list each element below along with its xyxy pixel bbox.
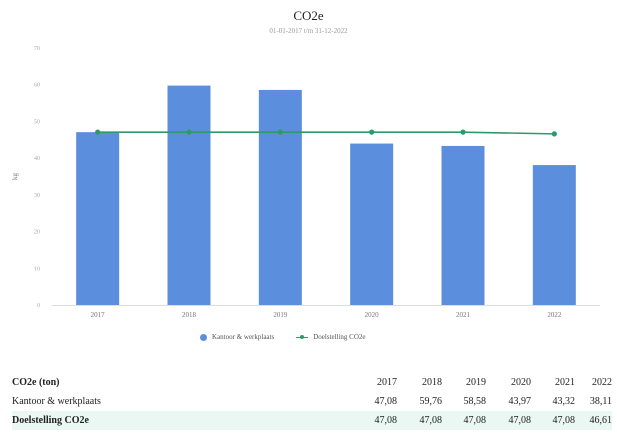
bar-2020[interactable] — [350, 143, 394, 305]
x-tick-label: 2018 — [182, 311, 197, 319]
table-cell: 47,08 — [374, 396, 398, 407]
table-cell: 38,11 — [589, 396, 612, 407]
bar-2018[interactable] — [167, 85, 211, 305]
data-table: CO2e (ton) 2017 2018 2019 2020 2021 2022… — [12, 373, 612, 430]
co2e-chart: 0 10 20 30 40 50 60 70 kg 2017 2018 2019 2020 2021 202… — [11, 46, 600, 319]
legend-label-kantoor: Kantoor & werkplaats — [212, 333, 275, 341]
table-header-year: 2022 — [592, 377, 612, 388]
x-tick-label: 2019 — [273, 311, 288, 319]
bar-2017[interactable] — [76, 132, 120, 305]
y-tick-label: 40 — [34, 156, 40, 162]
legend-label-doelstelling: Doelstelling CO2e — [313, 333, 366, 341]
table-header-year: 2018 — [422, 377, 442, 388]
table-cell: 59,76 — [419, 396, 443, 407]
table-row-label: Kantoor & werkplaats — [12, 396, 101, 407]
table-cell: 47,08 — [552, 415, 576, 426]
table-row: Doelstelling CO2e 47,08 47,08 47,08 47,0… — [12, 411, 612, 430]
y-tick-label: 30 — [34, 193, 40, 199]
x-tick-label: 2022 — [547, 311, 562, 319]
legend-line-swatch-icon — [296, 334, 309, 341]
y-tick-label: 0 — [37, 303, 40, 309]
table-header-year: 2017 — [377, 377, 397, 388]
doelstelling-point-2020[interactable] — [369, 129, 375, 135]
y-tick-label: 50 — [34, 119, 40, 125]
doelstelling-point-2019[interactable] — [277, 129, 283, 135]
table-header-year: 2021 — [555, 377, 575, 388]
doelstelling-line — [97, 131, 555, 135]
table-cell: 58,58 — [463, 396, 487, 407]
doelstelling-point-2017[interactable] — [95, 129, 101, 135]
chart-subtitle: 01-01-2017 t/m 31-12-2022 — [269, 27, 348, 35]
legend-bar-swatch-icon — [200, 333, 207, 341]
table-header-row: CO2e (ton) 2017 2018 2019 2020 2021 2022 — [12, 373, 612, 392]
y-tick-label: 10 — [34, 266, 40, 272]
doelstelling-point-2022[interactable] — [551, 131, 557, 137]
table-cell: 46,61 — [589, 415, 613, 426]
doelstelling-point-2021[interactable] — [460, 129, 466, 135]
x-tick-label: 2017 — [91, 311, 106, 319]
y-axis-label: kg — [11, 173, 19, 181]
doelstelling-point-2018[interactable] — [186, 129, 192, 135]
x-tick-label: 2020 — [365, 311, 380, 319]
table-cell: 47,08 — [463, 415, 487, 426]
table-cell: 47,08 — [374, 415, 398, 426]
bar-2021[interactable] — [441, 145, 485, 305]
table-header-year: 2019 — [466, 377, 486, 388]
table-cell: 47,08 — [508, 415, 532, 426]
table-header-year: 2020 — [511, 377, 531, 388]
x-tick-label: 2021 — [456, 311, 471, 319]
bar-2022[interactable] — [532, 165, 576, 305]
table-cell: 43,32 — [552, 396, 576, 407]
bar-2019[interactable] — [258, 89, 302, 306]
table-header-label: CO2e (ton) — [12, 377, 60, 388]
table-row-label: Doelstelling CO2e — [12, 415, 89, 426]
y-tick-label: 70 — [34, 46, 40, 52]
y-tick-label: 60 — [34, 83, 40, 89]
table-row: Kantoor & werkplaats 47,08 59,76 58,58 4… — [12, 392, 612, 411]
table-cell: 47,08 — [419, 415, 443, 426]
legend-item-kantoor[interactable]: Kantoor & werkplaats — [200, 333, 274, 341]
legend-item-doelstelling[interactable]: Doelstelling CO2e — [296, 333, 366, 341]
table-cell: 43,97 — [508, 396, 532, 407]
chart-legend: Kantoor & werkplaats Doelstelling CO2e — [200, 333, 430, 341]
chart-title: CO2e — [293, 8, 324, 23]
y-tick-label: 20 — [34, 230, 40, 236]
